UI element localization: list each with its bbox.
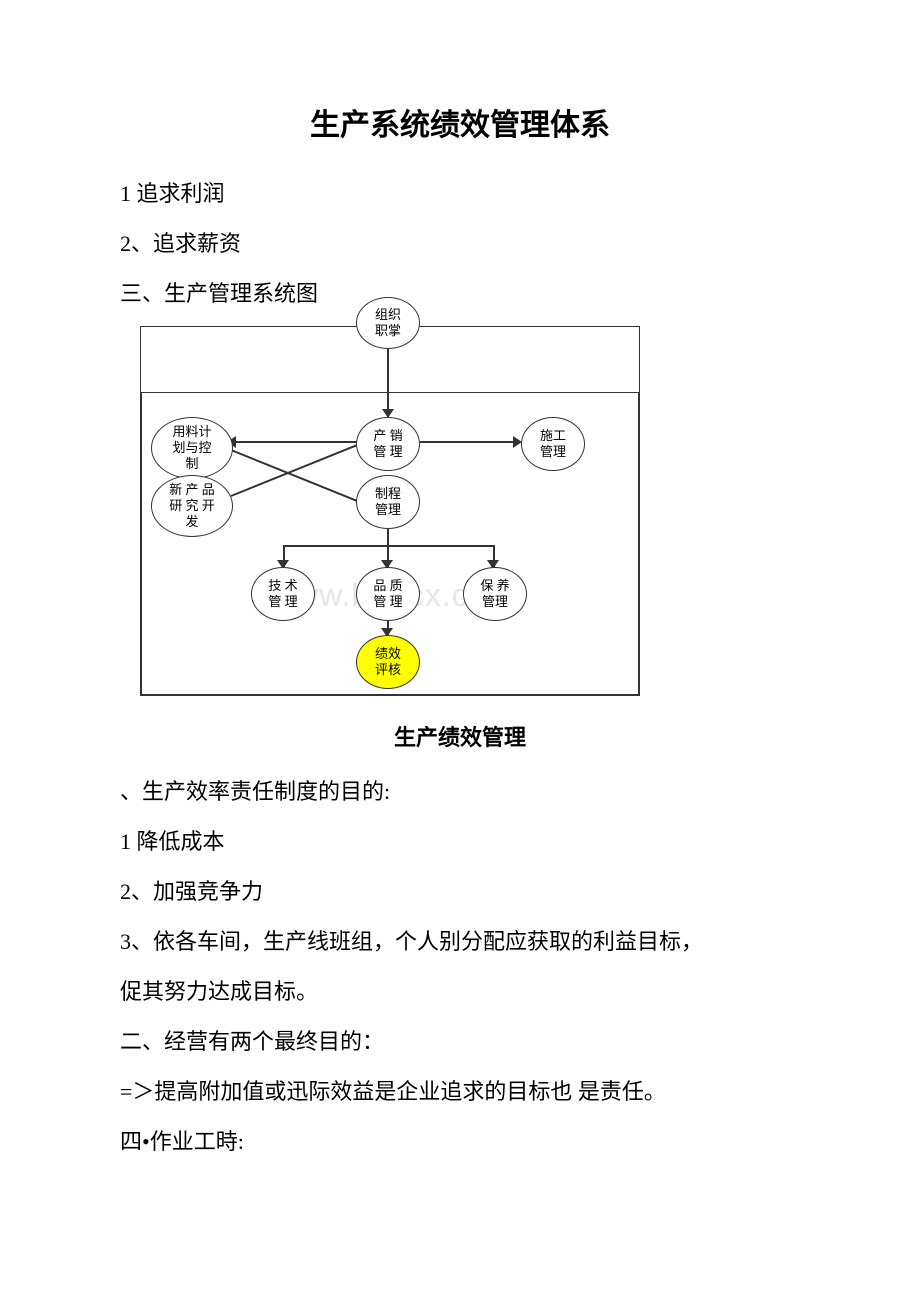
node-label: 管 理 [268,594,297,610]
body-line: 、生产效率责任制度的目的: [120,770,800,814]
node-label: 研 究 开 [169,498,215,514]
edge [283,545,495,547]
body-line: 3、依各车间，生产线班组，个人别分配应获取的利益目标， [120,920,800,964]
body-line: 2、加强竞争力 [120,870,800,914]
node-quality: 品 质 管 理 [356,567,420,621]
node-label: 管 理 [373,594,402,610]
node-label: 管理 [482,594,508,610]
edge [387,529,389,545]
node-label: 发 [185,514,198,530]
node-maintenance: 保 养 管理 [463,567,527,621]
node-label: 新 产 品 [169,482,215,498]
body-line: 二、经营有两个最终目的： [120,1020,800,1064]
node-label: 技 术 [268,578,297,594]
node-performance: 绩效 评核 [356,635,420,689]
node-label: 制 [185,456,198,472]
node-material: 用料计 划与控 制 [151,417,233,479]
node-label: 划与控 [172,440,211,456]
node-label: 评核 [375,662,401,678]
edge [233,441,357,443]
intro-line: 2、追求薪资 [120,222,800,266]
node-org: 组织 职掌 [356,297,420,349]
body-line: =＞提高附加值或迅际效益是企业追求的目标也 是责任。 [120,1070,800,1114]
body-line: 1 降低成本 [120,820,800,864]
intro-line: 1 追求利润 [120,172,800,216]
body-line: 四•作业工時: [120,1120,800,1164]
node-label: 管理 [375,502,401,518]
edge [387,349,389,417]
node-newproduct: 新 产 品 研 究 开 发 [151,475,233,537]
node-label: 管 理 [373,444,402,460]
node-sales: 产 销 管 理 [356,417,420,471]
intro-line: 三、生产管理系统图 [120,272,800,316]
system-diagram: www.bdocx.com 组织 职掌 用料计 划与控 制 新 产 品 研 究 … [140,326,640,696]
node-label: 施工 [540,428,566,444]
node-label: 保 养 [480,578,509,594]
node-label: 用料计 [172,424,211,440]
node-label: 制程 [375,486,401,502]
node-construction: 施工 管理 [521,417,585,471]
node-label: 组织 [375,307,401,323]
node-tech: 技 术 管 理 [251,567,315,621]
node-label: 管理 [540,444,566,460]
body-line: 促其努力达成目标。 [120,970,800,1014]
node-label: 职掌 [375,323,401,339]
edge [420,441,520,443]
section-subtitle: 生产绩效管理 [120,720,800,752]
node-label: 品 质 [373,578,402,594]
node-label: 产 销 [373,428,402,444]
node-label: 绩效 [375,646,401,662]
page-title: 生产系统绩效管理体系 [120,100,800,144]
node-process: 制程 管理 [356,475,420,529]
